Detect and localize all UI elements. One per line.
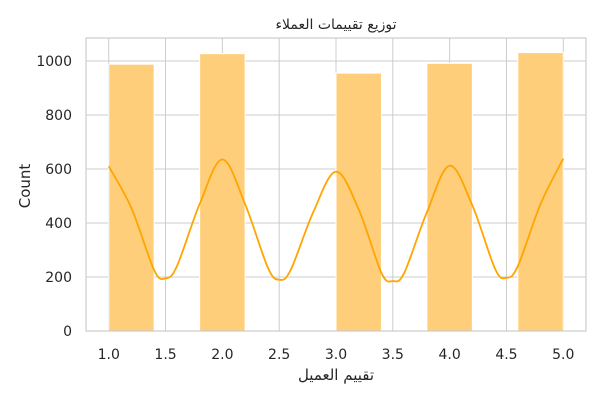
- x-tick-label: 2.5: [268, 347, 290, 363]
- x-axis-title: تقييم العميل: [298, 366, 374, 384]
- x-tick-label: 5.0: [552, 347, 574, 363]
- x-tick-label: 4.0: [439, 347, 461, 363]
- y-tick-label: 400: [45, 216, 72, 232]
- x-tick-label: 3.0: [325, 347, 347, 363]
- histogram-bar: [426, 62, 473, 332]
- y-tick-label: 800: [45, 108, 72, 124]
- y-tick-label: 0: [63, 324, 72, 340]
- x-tick-label: 1.0: [98, 347, 120, 363]
- plot-frame: [85, 37, 587, 332]
- y-tick-label: 200: [45, 270, 72, 286]
- histogram-bar: [517, 52, 564, 332]
- x-tick-label: 3.5: [382, 347, 404, 363]
- frame-layer: [85, 37, 587, 332]
- histogram-bar: [199, 53, 246, 332]
- x-tick-label: 2.0: [211, 347, 233, 363]
- x-tick-label: 1.5: [154, 347, 176, 363]
- histogram-bar: [335, 72, 382, 332]
- bar-layer: [108, 52, 564, 332]
- y-tick-label: 600: [45, 162, 72, 178]
- kde-line: [107, 158, 565, 283]
- x-tick-label: 4.5: [495, 347, 517, 363]
- y-axis-title: Count: [16, 164, 34, 209]
- y-tick-label: 1000: [36, 54, 72, 70]
- tick-layer: 1.0 1.5 2.0 2.5 3.0 3.5 4.0 4.5 5.0 0 200 400 600 800…: [36, 54, 574, 363]
- line-layer: [107, 158, 565, 283]
- histogram-bar: [108, 63, 155, 332]
- chart-title: توزيع تقييمات العملاء: [275, 17, 396, 33]
